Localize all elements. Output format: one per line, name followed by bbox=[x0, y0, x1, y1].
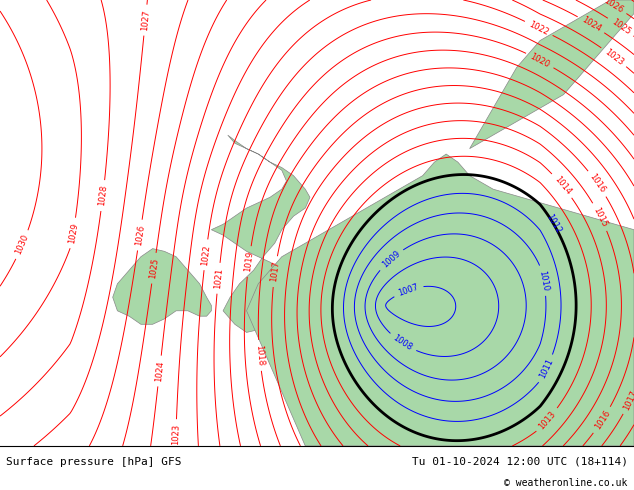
Text: 1017: 1017 bbox=[269, 261, 281, 283]
Text: 1013: 1013 bbox=[537, 409, 558, 431]
Text: 1016: 1016 bbox=[588, 172, 607, 195]
Text: 1018: 1018 bbox=[254, 344, 265, 367]
Text: 1030: 1030 bbox=[14, 233, 30, 256]
Text: 1027: 1027 bbox=[140, 9, 151, 31]
Text: 1015: 1015 bbox=[592, 205, 609, 228]
Text: 1007: 1007 bbox=[397, 282, 420, 298]
Text: 1025: 1025 bbox=[148, 257, 160, 279]
Text: 1025: 1025 bbox=[609, 17, 632, 36]
Text: 1008: 1008 bbox=[391, 334, 414, 353]
Text: 1011: 1011 bbox=[538, 357, 555, 380]
Text: 1010: 1010 bbox=[537, 270, 550, 292]
Text: 1016: 1016 bbox=[593, 409, 612, 431]
Text: 1026: 1026 bbox=[602, 0, 624, 14]
Text: Tu 01-10-2024 12:00 UTC (18+114): Tu 01-10-2024 12:00 UTC (18+114) bbox=[411, 457, 628, 467]
Text: 1017: 1017 bbox=[621, 389, 634, 412]
Text: 1014: 1014 bbox=[552, 174, 573, 196]
Text: 1021: 1021 bbox=[213, 268, 224, 289]
Text: 1023: 1023 bbox=[171, 424, 181, 445]
Text: 1023: 1023 bbox=[603, 47, 625, 67]
Text: Surface pressure [hPa] GFS: Surface pressure [hPa] GFS bbox=[6, 457, 182, 467]
Text: 1022: 1022 bbox=[527, 20, 550, 37]
Text: © weatheronline.co.uk: © weatheronline.co.uk bbox=[504, 478, 628, 488]
Text: 1024: 1024 bbox=[579, 15, 602, 34]
Text: 1019: 1019 bbox=[243, 250, 255, 272]
Text: 1009: 1009 bbox=[380, 249, 402, 270]
Text: 1026: 1026 bbox=[134, 224, 146, 246]
Text: 1012: 1012 bbox=[544, 212, 562, 235]
Polygon shape bbox=[470, 0, 634, 148]
Polygon shape bbox=[247, 154, 634, 446]
Polygon shape bbox=[211, 135, 394, 338]
Polygon shape bbox=[113, 248, 211, 324]
Text: 1022: 1022 bbox=[200, 244, 212, 266]
Text: 1020: 1020 bbox=[529, 51, 551, 69]
Text: 1029: 1029 bbox=[67, 222, 79, 244]
Text: 1028: 1028 bbox=[97, 185, 108, 207]
Text: 1024: 1024 bbox=[154, 360, 165, 382]
